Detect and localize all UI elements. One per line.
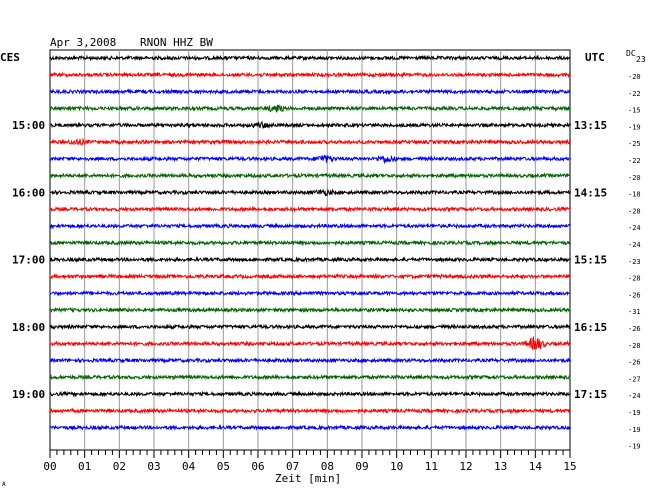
dc-offset-heading-sub: 23 <box>636 55 646 64</box>
x-tick-label-6: 06 <box>251 460 264 473</box>
dc-offset-4: -25 <box>628 140 641 148</box>
dc-offset-20: -19 <box>628 409 641 417</box>
trace-row-4 <box>49 120 571 130</box>
dc-offset-10: -24 <box>628 241 641 249</box>
right-time-labels: 13:15 14:15 15:15 16:15 17:15 <box>574 119 607 401</box>
trace-row-10 <box>49 222 571 230</box>
plot-frame <box>49 49 571 451</box>
trace-row-3 <box>49 104 571 113</box>
left-time-labels: 15:00 16:00 17:00 18:00 19:00 <box>12 119 45 401</box>
trace-row-19 <box>49 373 571 381</box>
dc-offset-16: -28 <box>628 342 641 350</box>
x-tick-label-3: 03 <box>147 460 160 473</box>
right-time-label-0: 13:15 <box>574 119 607 132</box>
x-tick-label-14: 14 <box>529 460 543 473</box>
x-tick-label-0: 00 <box>43 460 56 473</box>
trace-row-1 <box>49 71 571 79</box>
dc-offset-labels: -20 -22 -15 -19 -25 -22 -20 -18 -28 -24 -24 -23 -28 -… <box>628 73 641 451</box>
left-time-label-0: 15:00 <box>12 119 45 132</box>
right-time-label-4: 17:15 <box>574 388 607 401</box>
trace-row-16 <box>49 323 571 331</box>
trace-row-17 <box>49 335 571 351</box>
x-tick-label-13: 13 <box>494 460 507 473</box>
x-tick-label-8: 08 <box>321 460 334 473</box>
right-time-label-3: 16:15 <box>574 321 607 334</box>
x-tick-label-4: 04 <box>182 460 196 473</box>
dc-offset-19: -24 <box>628 392 641 400</box>
left-timezone-label: CES <box>0 51 20 64</box>
trace-row-0 <box>49 54 571 62</box>
trace-row-9 <box>49 205 571 213</box>
x-tick-label-12: 12 <box>459 460 472 473</box>
trace-row-21 <box>49 407 571 415</box>
left-time-label-1: 16:00 <box>12 186 45 199</box>
trace-row-15 <box>49 306 571 314</box>
dc-offset-11: -23 <box>628 258 641 266</box>
dc-offset-18: -27 <box>628 375 641 383</box>
x-tick-label-10: 10 <box>390 460 403 473</box>
left-time-label-4: 19:00 <box>12 388 45 401</box>
header-date: Apr 3,2008 <box>50 36 116 49</box>
trace-row-20 <box>49 390 571 398</box>
x-tick-label-1: 01 <box>78 460 91 473</box>
dc-offset-14: -31 <box>628 308 641 316</box>
dc-offset-12: -28 <box>628 275 641 283</box>
right-time-label-2: 15:15 <box>574 254 607 267</box>
x-tick-label-5: 05 <box>217 460 230 473</box>
dc-offset-7: -18 <box>628 191 641 199</box>
trace-row-18 <box>49 356 571 364</box>
dc-offset-2: -15 <box>628 107 641 115</box>
x-tick-label-15: 15 <box>563 460 576 473</box>
dc-offset-0: -20 <box>628 73 641 81</box>
trace-row-8 <box>49 188 571 197</box>
dc-offset-21: -19 <box>628 426 641 434</box>
dc-offset-22: -19 <box>628 443 641 451</box>
dc-offset-15: -26 <box>628 325 641 333</box>
right-timezone-label: UTC <box>585 51 605 64</box>
dc-offset-17: -26 <box>628 359 641 367</box>
dc-offset-5: -22 <box>628 157 641 165</box>
dc-offset-3: -19 <box>628 123 641 131</box>
minute-gridlines <box>84 50 536 450</box>
x-tick-label-2: 02 <box>113 460 126 473</box>
dc-offset-9: -24 <box>628 224 641 232</box>
plot-border <box>49 49 571 451</box>
trace-row-22 <box>49 424 571 432</box>
trace-row-6 <box>49 154 571 165</box>
dc-offset-6: -20 <box>628 174 641 182</box>
left-time-label-2: 17:00 <box>12 254 45 267</box>
dc-offset-8: -28 <box>628 207 641 215</box>
trace-row-11 <box>49 239 571 247</box>
trace-row-14 <box>49 289 571 297</box>
x-tick-label-11: 11 <box>425 460 438 473</box>
x-tick-label-7: 07 <box>286 460 299 473</box>
trace-row-5 <box>50 137 571 146</box>
x-axis-label: Zeit [min] <box>275 472 341 485</box>
header-station: RNON HHZ BW <box>140 36 213 49</box>
corner-mark: A <box>2 481 6 488</box>
trace-row-2 <box>49 88 571 96</box>
trace-row-12 <box>49 256 571 264</box>
left-time-label-3: 18:00 <box>12 321 45 334</box>
dc-offset-13: -26 <box>628 291 641 299</box>
x-axis: 00 01 02 03 04 05 06 07 08 09 10 11 12 13 14 15 <box>43 450 577 473</box>
dc-offset-heading: DC <box>626 49 636 58</box>
dc-offset-1: -22 <box>628 90 641 98</box>
trace-row-7 <box>49 172 571 180</box>
right-time-label-1: 14:15 <box>574 186 607 199</box>
trace-lines <box>49 54 571 432</box>
x-tick-label-9: 09 <box>355 460 368 473</box>
trace-row-13 <box>49 272 571 280</box>
